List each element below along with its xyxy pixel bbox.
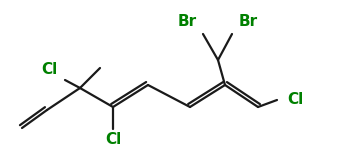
Text: Br: Br [238,14,258,30]
Text: Br: Br [178,14,196,30]
Text: Cl: Cl [287,93,303,108]
Text: Cl: Cl [41,61,57,76]
Text: Cl: Cl [105,133,121,148]
